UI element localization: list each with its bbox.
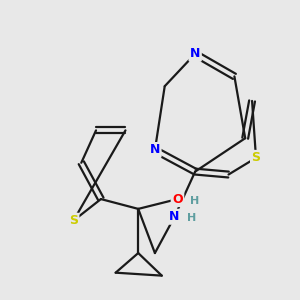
Text: H: H bbox=[190, 196, 199, 206]
Text: N: N bbox=[190, 47, 200, 60]
Text: S: S bbox=[69, 214, 78, 227]
Text: N: N bbox=[169, 210, 180, 223]
Text: H: H bbox=[187, 213, 196, 223]
Text: N: N bbox=[150, 143, 160, 157]
Text: O: O bbox=[172, 193, 183, 206]
Text: S: S bbox=[251, 152, 260, 164]
